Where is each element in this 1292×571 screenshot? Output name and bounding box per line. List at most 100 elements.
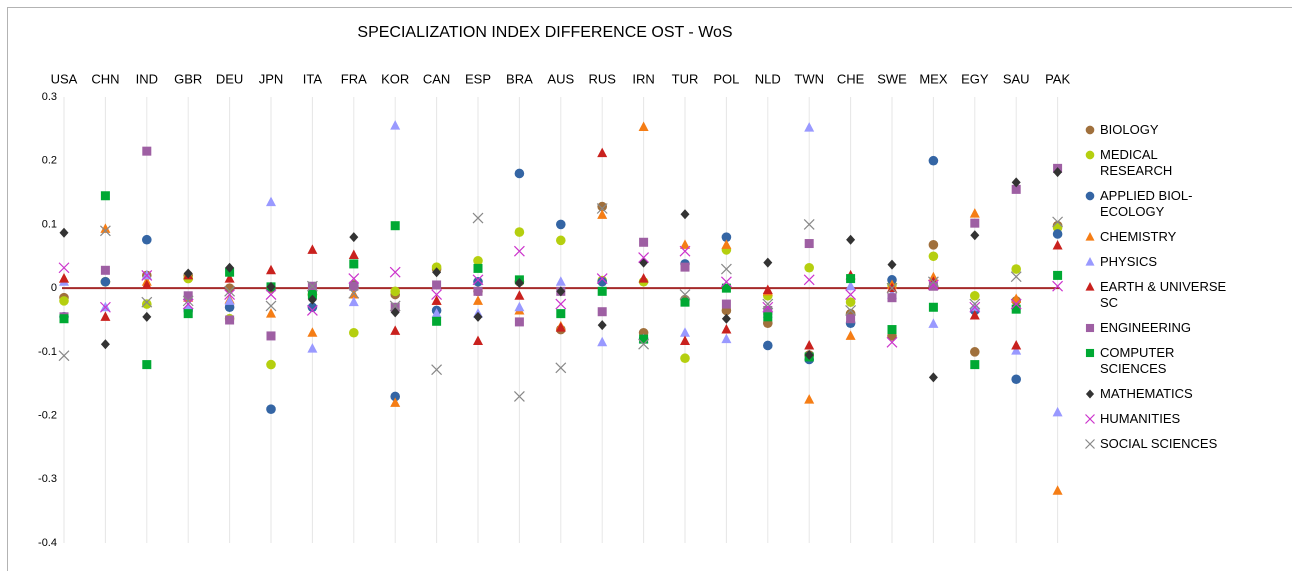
marker — [803, 274, 815, 286]
marker — [1011, 293, 1022, 303]
marker — [1010, 271, 1022, 283]
marker — [349, 259, 359, 269]
marker — [1052, 406, 1063, 417]
marker — [1085, 150, 1095, 160]
x-tick-label: TUR — [672, 71, 699, 86]
marker — [970, 290, 980, 301]
marker — [1085, 282, 1095, 291]
marker — [638, 121, 649, 131]
marker — [721, 299, 731, 309]
marker — [224, 285, 236, 297]
x-tick-label: JPN — [259, 71, 284, 86]
marker — [1011, 264, 1021, 274]
marker — [1011, 177, 1021, 188]
marker — [1052, 239, 1063, 250]
marker — [183, 301, 194, 312]
marker — [432, 280, 442, 290]
legend-marker — [1085, 414, 1095, 424]
marker — [432, 316, 442, 326]
marker — [970, 230, 980, 241]
marker — [349, 327, 359, 338]
marker — [100, 265, 110, 275]
marker — [804, 394, 815, 404]
marker — [597, 320, 607, 331]
marker — [721, 324, 732, 334]
marker — [555, 322, 566, 332]
y-tick-label: 0 — [51, 282, 57, 294]
legend-marker — [1085, 191, 1095, 201]
legend-label: MATHEMATICS — [1100, 386, 1193, 401]
marker — [555, 276, 566, 286]
marker — [431, 295, 442, 305]
legend-marker — [1085, 389, 1095, 399]
marker — [845, 297, 856, 307]
marker — [928, 251, 939, 262]
marker — [266, 281, 276, 292]
marker — [597, 286, 607, 296]
marker — [845, 289, 857, 300]
legend-marker — [1085, 125, 1095, 135]
marker — [59, 227, 69, 238]
legend-item: APPLIED BIOL-ECOLOGY — [1084, 188, 1284, 220]
marker — [390, 286, 401, 297]
y-tick-label: 0.1 — [42, 218, 57, 230]
legend-label: SOCIAL SCIENCES — [1100, 436, 1218, 451]
marker — [763, 257, 773, 268]
marker — [348, 287, 360, 299]
legend-label: HUMANITIES — [1100, 411, 1181, 426]
marker — [266, 359, 276, 370]
marker — [679, 245, 691, 257]
marker — [804, 122, 815, 132]
marker — [555, 298, 567, 310]
marker — [846, 314, 856, 324]
marker — [721, 232, 732, 242]
marker — [970, 347, 980, 357]
legend: BIOLOGY MEDICAL RESEARCH APPLIED BIOL-ECOL… — [1084, 122, 1284, 461]
legend-item: BIOLOGY — [1084, 122, 1284, 138]
marker — [473, 255, 483, 266]
marker — [1053, 270, 1063, 280]
x-tick-label: IND — [136, 71, 158, 86]
legend-label: COMPUTER SCIENCES — [1100, 345, 1175, 376]
legend-label: ENGINEERING — [1100, 320, 1192, 335]
marker — [307, 327, 318, 337]
marker — [59, 296, 69, 306]
legend-item: CHEMISTRY — [1084, 229, 1284, 245]
x-tick-label: SWE — [877, 71, 907, 86]
marker — [928, 155, 939, 166]
marker — [680, 335, 690, 346]
legend-label: MEDICAL RESEARCH — [1100, 147, 1173, 178]
marker — [1011, 374, 1021, 385]
marker — [887, 325, 897, 335]
marker — [473, 295, 483, 305]
marker — [597, 307, 607, 317]
marker — [1085, 348, 1095, 358]
marker — [639, 334, 649, 344]
marker — [597, 201, 607, 212]
marker — [141, 296, 153, 308]
legend-item: HUMANITIES — [1084, 411, 1284, 427]
marker — [265, 289, 277, 300]
x-tick-label: BRA — [506, 71, 533, 86]
marker — [680, 262, 690, 272]
marker — [265, 300, 277, 312]
marker — [473, 286, 483, 296]
marker — [307, 290, 317, 300]
x-tick-label: POL — [713, 71, 739, 86]
marker — [680, 297, 690, 307]
marker — [183, 309, 193, 319]
marker — [307, 343, 318, 353]
marker — [100, 223, 111, 233]
marker — [721, 283, 731, 293]
marker — [390, 325, 401, 335]
marker — [514, 290, 525, 300]
marker — [804, 350, 814, 361]
marker — [1052, 280, 1064, 292]
x-tick-label: DEU — [216, 71, 243, 86]
marker — [886, 336, 898, 348]
y-tick-label: -0.4 — [38, 537, 57, 549]
marker — [183, 291, 193, 301]
marker — [804, 239, 814, 249]
marker — [348, 249, 359, 260]
